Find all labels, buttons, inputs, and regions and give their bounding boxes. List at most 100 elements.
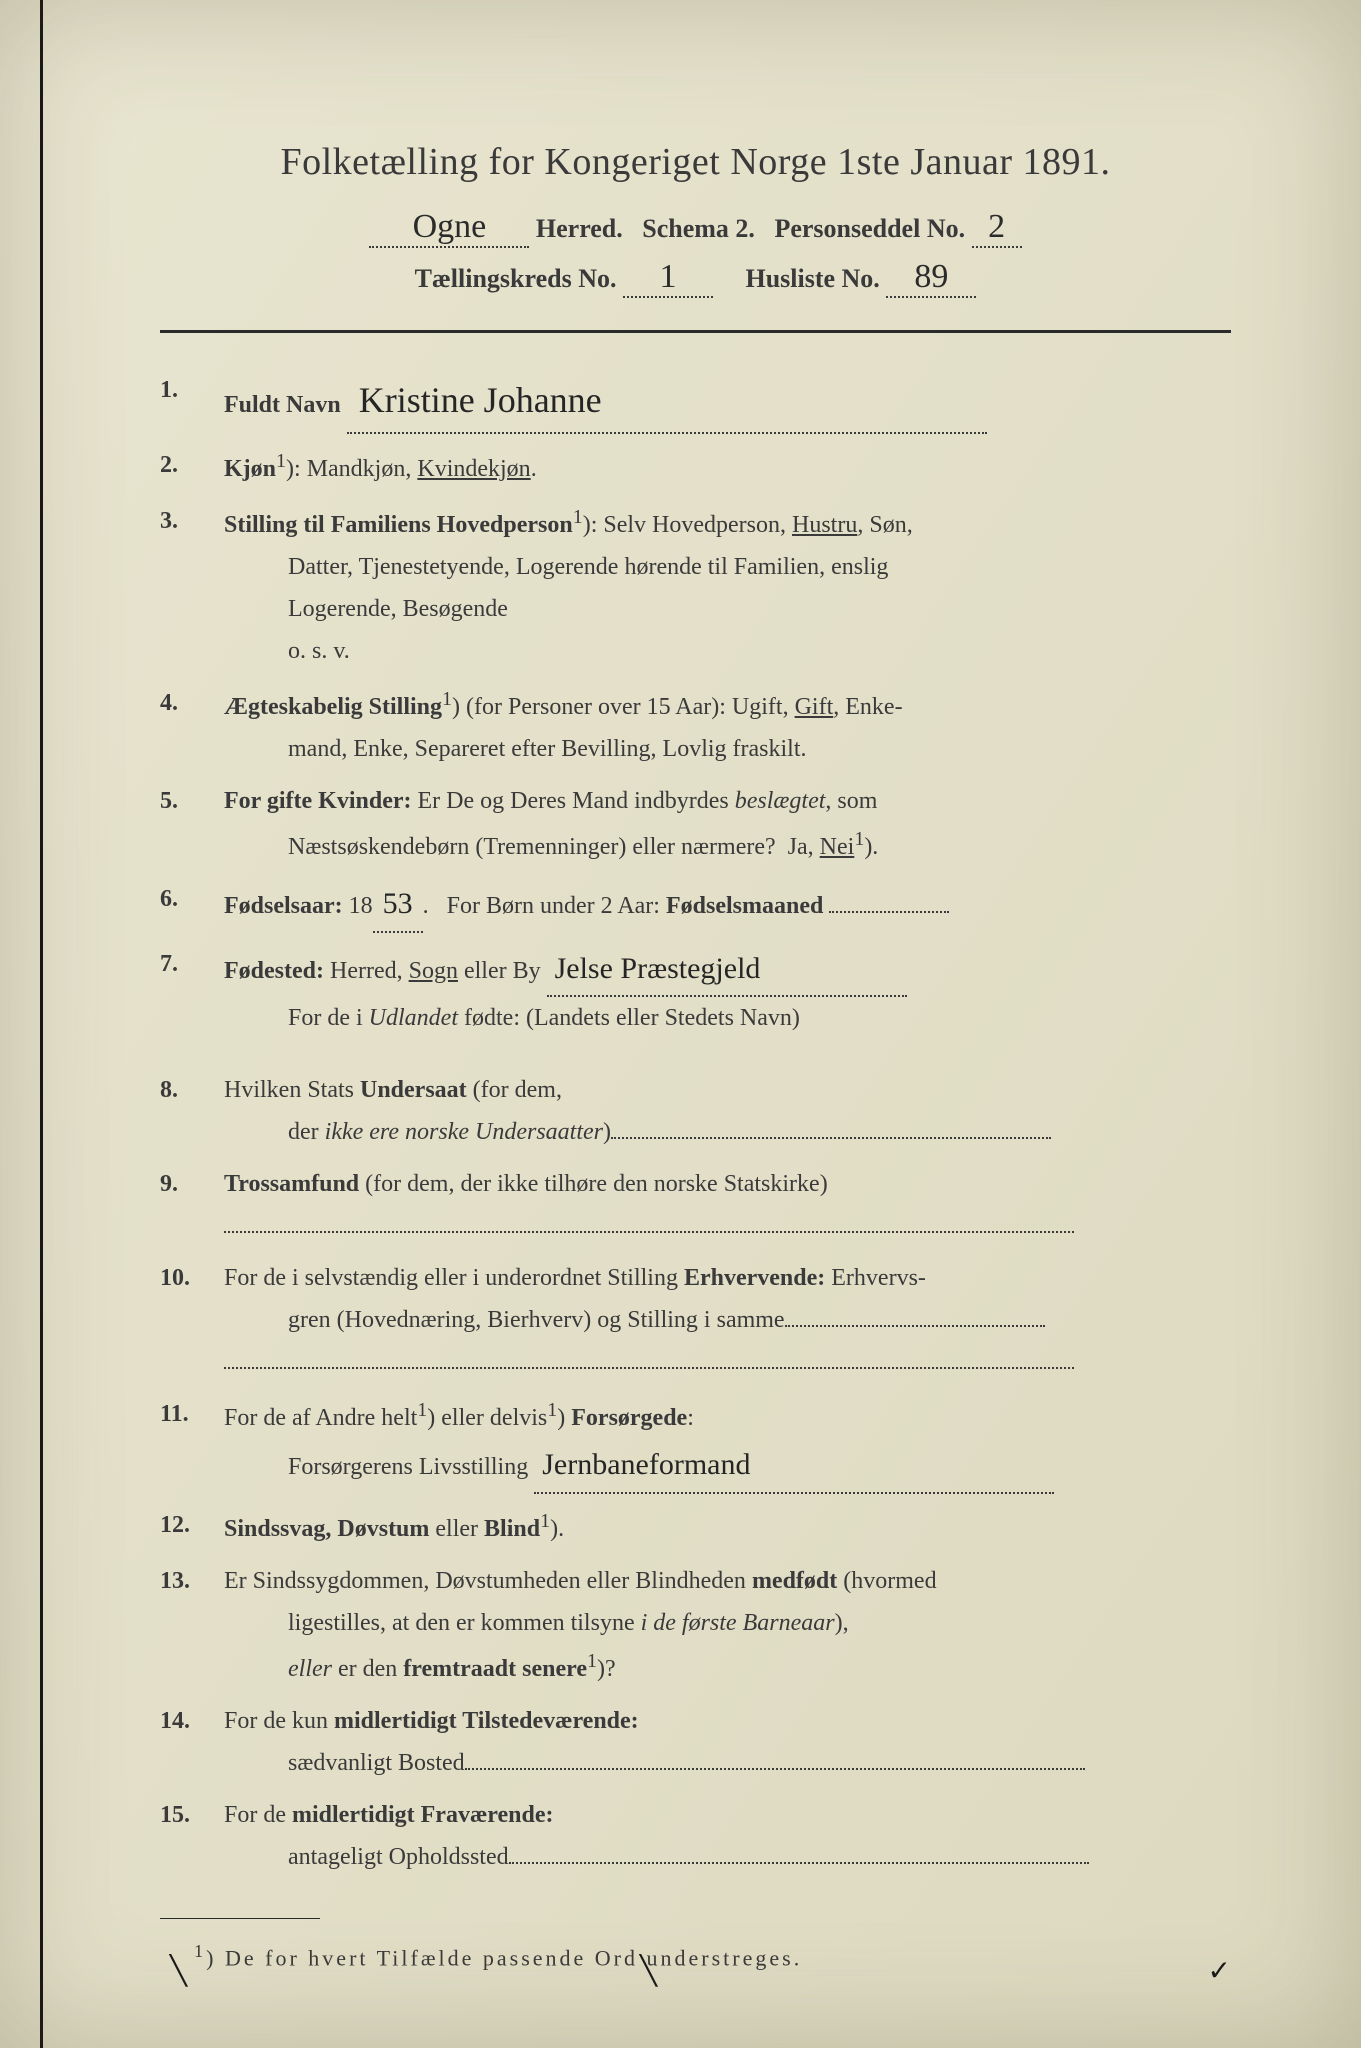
text: (for dem, der ikke tilhøre den norske St… <box>359 1171 828 1197</box>
item-body: Fuldt Navn Kristine Johanne <box>224 369 1231 434</box>
footnote-ref: 1 <box>540 1510 550 1532</box>
item-num: 4. <box>160 682 224 770</box>
birthplace-field: Jelse Præstegjeld <box>547 943 907 998</box>
text: Sindssvag, Døvstum <box>224 1516 435 1542</box>
item-num: 10. <box>160 1257 224 1383</box>
label: antageligt Opholdssted <box>288 1844 509 1870</box>
divider-top <box>160 330 1231 333</box>
item-num: 3. <box>160 500 224 672</box>
item-label: Fødested: <box>224 958 324 984</box>
label-c: Fødselsmaaned <box>666 893 823 919</box>
footnote-ref: 1 <box>587 1650 597 1672</box>
fill <box>611 1137 1051 1139</box>
text: eller <box>435 1516 484 1542</box>
kreds-label: Tællingskreds No. <box>415 264 617 293</box>
provider-field: Jernbaneformand <box>534 1439 1054 1494</box>
bold-word: Forsørgede <box>571 1405 687 1431</box>
text: eller By <box>458 958 541 984</box>
item-body: For de kun midlertidigt Tilstedeværende:… <box>224 1700 1231 1784</box>
label: sædvanligt Bosted <box>288 1750 465 1776</box>
spacer <box>160 1049 1231 1069</box>
text: der <box>288 1119 325 1145</box>
item-14: 14. For de kun midlertidigt Tilstedevære… <box>160 1700 1231 1784</box>
item-body: Kjøn1): Mandkjøn, Kvindekjøn. <box>224 444 1231 490</box>
text: ) <box>603 1119 611 1145</box>
label-a: Fødselsaar: <box>224 893 343 919</box>
birthplace-value: Jelse Præstegjeld <box>555 952 761 985</box>
item-label: Ægteskabelig Stilling <box>224 694 442 720</box>
italic-word: beslægtet <box>735 788 826 814</box>
item-1: 1. Fuldt Navn Kristine Johanne <box>160 369 1231 434</box>
schema-label: Schema 2. <box>642 214 755 243</box>
item-body: For gifte Kvinder: Er De og Deres Mand i… <box>224 780 1231 868</box>
item-body: Stilling til Familiens Hovedperson1): Se… <box>224 500 1231 672</box>
item-10: 10. For de i selvstændig eller i underor… <box>160 1257 1231 1383</box>
label-b: For Børn under 2 Aar: <box>447 893 660 919</box>
item-num: 11. <box>160 1393 224 1494</box>
item-13: 13. Er Sindssygdommen, Døvstumheden elle… <box>160 1560 1231 1690</box>
item-7: 7. Fødested: Herred, Sogn eller By Jelse… <box>160 943 1231 1040</box>
label: Forsørgerens Livsstilling <box>288 1454 528 1480</box>
corner-mark-icon: ╲ <box>640 1954 657 1988</box>
line: o. s. v. <box>224 630 1231 672</box>
census-form-page: Folketælling for Kongeriget Norge 1ste J… <box>0 0 1361 2048</box>
item-body: Fødselsaar: 1853. For Børn under 2 Aar: … <box>224 878 1231 933</box>
item-body: Ægteskabelig Stilling1) (for Personer ov… <box>224 682 1231 770</box>
item-num: 6. <box>160 878 224 933</box>
item-label: For gifte Kvinder: <box>224 788 412 814</box>
items-list: 1. Fuldt Navn Kristine Johanne 2. Kjøn1)… <box>160 369 1231 1878</box>
item-label: Fuldt Navn <box>224 392 341 418</box>
herred-field: Ogne <box>369 208 529 248</box>
personseddel-value: 2 <box>982 208 1011 245</box>
item-num: 5. <box>160 780 224 868</box>
item-2: 2. Kjøn1): Mandkjøn, Kvindekjøn. <box>160 444 1231 490</box>
line: Næstsøskendebørn (Tremenninger) eller næ… <box>224 822 1231 868</box>
fill <box>509 1862 1089 1864</box>
text: fødte: (Landets eller Stedets Navn) <box>458 1005 800 1031</box>
item-8: 8. Hvilken Stats Undersaat (for dem, der… <box>160 1069 1231 1153</box>
item-body: Fødested: Herred, Sogn eller By Jelse Pr… <box>224 943 1231 1040</box>
bold-word: Erhvervende: <box>684 1265 825 1291</box>
item-num: 2. <box>160 444 224 490</box>
fill <box>785 1325 1045 1327</box>
item-6: 6. Fødselsaar: 1853. For Børn under 2 Aa… <box>160 878 1231 933</box>
item-body: For de af Andre helt1) eller delvis1) Fo… <box>224 1393 1231 1494</box>
provider-value: Jernbaneformand <box>542 1448 750 1481</box>
item-num: 13. <box>160 1560 224 1690</box>
divider-footnote <box>160 1918 320 1919</box>
text: For de i <box>288 1005 369 1031</box>
item-num: 14. <box>160 1700 224 1784</box>
item-num: 1. <box>160 369 224 434</box>
item-num: 7. <box>160 943 224 1040</box>
fill <box>224 1367 1074 1369</box>
footnote-ref: 1 <box>417 1399 427 1421</box>
item-label: Stilling til Familiens Hovedperson <box>224 512 573 538</box>
text: ligestilles, at den er kommen tilsyne <box>288 1610 641 1636</box>
item-4: 4. Ægteskabelig Stilling1) (for Personer… <box>160 682 1231 770</box>
option-nei: Nei <box>820 834 855 860</box>
name-value: Kristine Johanne <box>359 380 602 420</box>
line: Datter, Tjenestetyende, Logerende hørend… <box>224 546 1231 588</box>
text: Blind <box>484 1516 540 1542</box>
item-label: Kjøn <box>224 456 276 482</box>
footnote-ref: 1 <box>276 450 286 472</box>
item-body: For de midlertidigt Fraværende: antageli… <box>224 1794 1231 1878</box>
text: ), <box>835 1610 849 1636</box>
corner-mark-icon: ✓ <box>1208 1954 1231 1988</box>
husliste-label: Husliste No. <box>745 264 879 293</box>
text: er den <box>332 1656 403 1682</box>
year-prefix: 18 <box>349 893 373 919</box>
kreds-field: 1 <box>623 258 713 298</box>
header-row-1: Ogne Herred. Schema 2. Personseddel No. … <box>160 208 1231 248</box>
item-9: 9. Trossamfund (for dem, der ikke tilhør… <box>160 1163 1231 1247</box>
item-body: Trossamfund (for dem, der ikke tilhøre d… <box>224 1163 1231 1247</box>
herred-label: Herred. <box>536 214 623 243</box>
footnote-text: ) De for hvert Tilfælde passende Ord und… <box>206 1945 802 1970</box>
line: mand, Enke, Separeret efter Bevilling, L… <box>224 728 1231 770</box>
item-5: 5. For gifte Kvinder: Er De og Deres Man… <box>160 780 1231 868</box>
item-label: Trossamfund <box>224 1171 359 1197</box>
husliste-value: 89 <box>908 258 954 295</box>
italic-word: Udlandet <box>369 1005 458 1031</box>
year-value: 53 <box>373 878 423 933</box>
item-body: Er Sindssygdommen, Døvstumheden eller Bl… <box>224 1560 1231 1690</box>
